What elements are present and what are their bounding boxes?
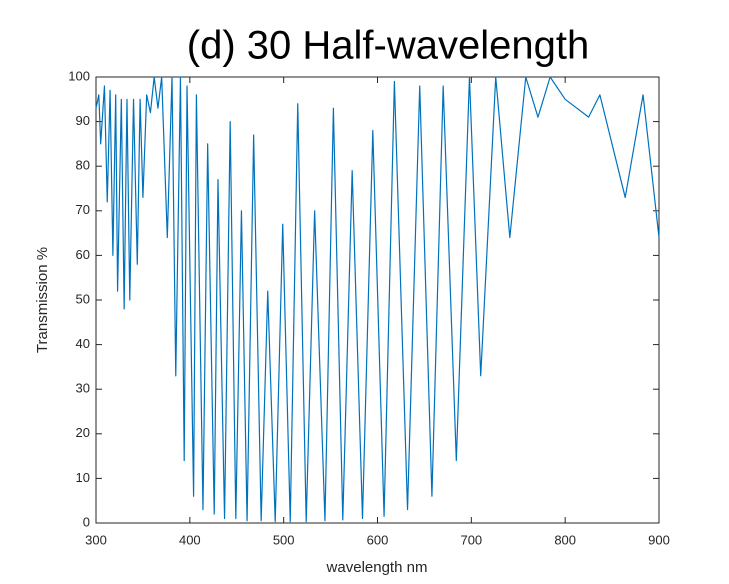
y-tick-label: 80 (76, 158, 90, 173)
x-tick-label: 600 (367, 532, 389, 547)
x-axis-label: wavelength nm (326, 559, 428, 576)
y-axis-label: Transmission % (34, 247, 51, 353)
x-tick-label: 400 (179, 532, 201, 547)
y-tick-label: 40 (76, 336, 90, 351)
x-tick-label: 500 (273, 532, 295, 547)
y-tick-label: 90 (76, 113, 90, 128)
x-tick-label: 800 (554, 532, 576, 547)
y-tick-label: 60 (76, 247, 90, 262)
y-tick-label: 10 (76, 470, 90, 485)
x-tick-label: 300 (85, 532, 107, 547)
y-tick-label: 100 (68, 68, 90, 83)
data-line (95, 76, 660, 523)
y-tick-label: 70 (76, 202, 90, 217)
y-tick-label: 20 (76, 425, 90, 440)
x-tick-label: 700 (460, 532, 482, 547)
y-tick-label: 30 (76, 381, 90, 396)
y-tick-label: 0 (83, 514, 90, 529)
x-tick-label: 900 (648, 532, 670, 547)
y-tick-label: 50 (76, 291, 90, 306)
chart-title: (d) 30 Half-wavelength (187, 24, 589, 68)
